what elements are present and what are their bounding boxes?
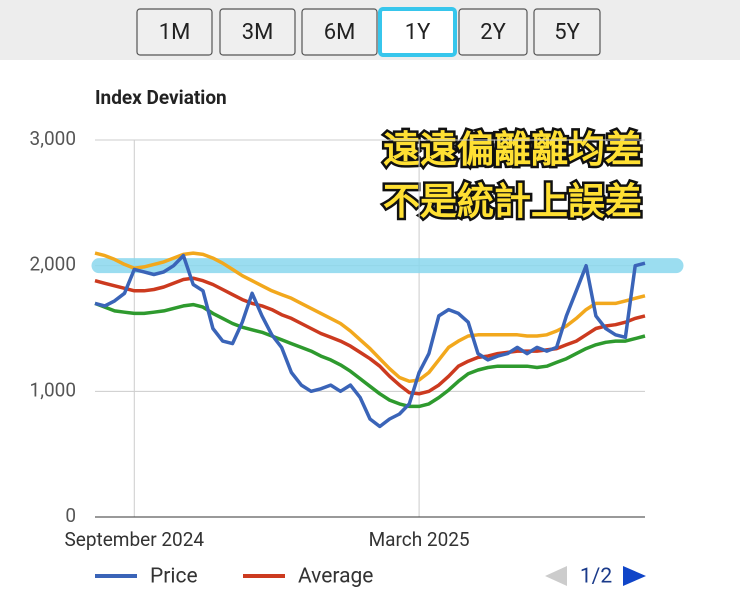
- chart-panel: [0, 60, 740, 600]
- annotation: 不是統計上誤差: [383, 181, 642, 224]
- button-box: [378, 7, 457, 57]
- range-button[interactable]: 6M: [301, 8, 378, 56]
- button-box: [458, 8, 528, 56]
- chart-title: Index Deviation: [95, 86, 227, 109]
- y-tick-label: 2,000: [30, 253, 76, 276]
- y-tick-label: 0: [65, 504, 76, 527]
- series-line: [94, 301, 646, 409]
- button-label: 1Y: [405, 20, 431, 45]
- button-box: [219, 8, 296, 56]
- legend-label: Average: [298, 565, 373, 589]
- button-label: 1M: [159, 20, 191, 45]
- legend-page: 1/2: [580, 565, 612, 589]
- series-line: [94, 253, 646, 429]
- button-label: 5Y: [554, 20, 580, 45]
- button-box: [136, 8, 213, 56]
- range-button[interactable]: 1Y: [378, 7, 457, 57]
- range-button[interactable]: 5Y: [533, 8, 601, 56]
- annotation: 遠遠偏離離均差: [383, 129, 642, 172]
- range-button[interactable]: 2Y: [458, 8, 528, 56]
- legend-prev[interactable]: [545, 566, 567, 586]
- legend-next[interactable]: [623, 566, 646, 586]
- x-tick-label: March 2025: [369, 528, 470, 551]
- y-tick-label: 1,000: [30, 378, 76, 401]
- button-label: 6M: [324, 20, 356, 45]
- button-box: [301, 8, 378, 56]
- button-label: 3M: [242, 20, 274, 45]
- range-button[interactable]: 3M: [219, 8, 296, 56]
- x-tick-label: September 2024: [64, 528, 204, 551]
- series-line: [94, 251, 646, 384]
- range-button[interactable]: 1M: [136, 8, 213, 56]
- button-label: 2Y: [480, 20, 506, 45]
- button-box: [533, 8, 601, 56]
- y-tick-label: 3,000: [30, 127, 76, 150]
- legend-label: Price: [150, 565, 198, 589]
